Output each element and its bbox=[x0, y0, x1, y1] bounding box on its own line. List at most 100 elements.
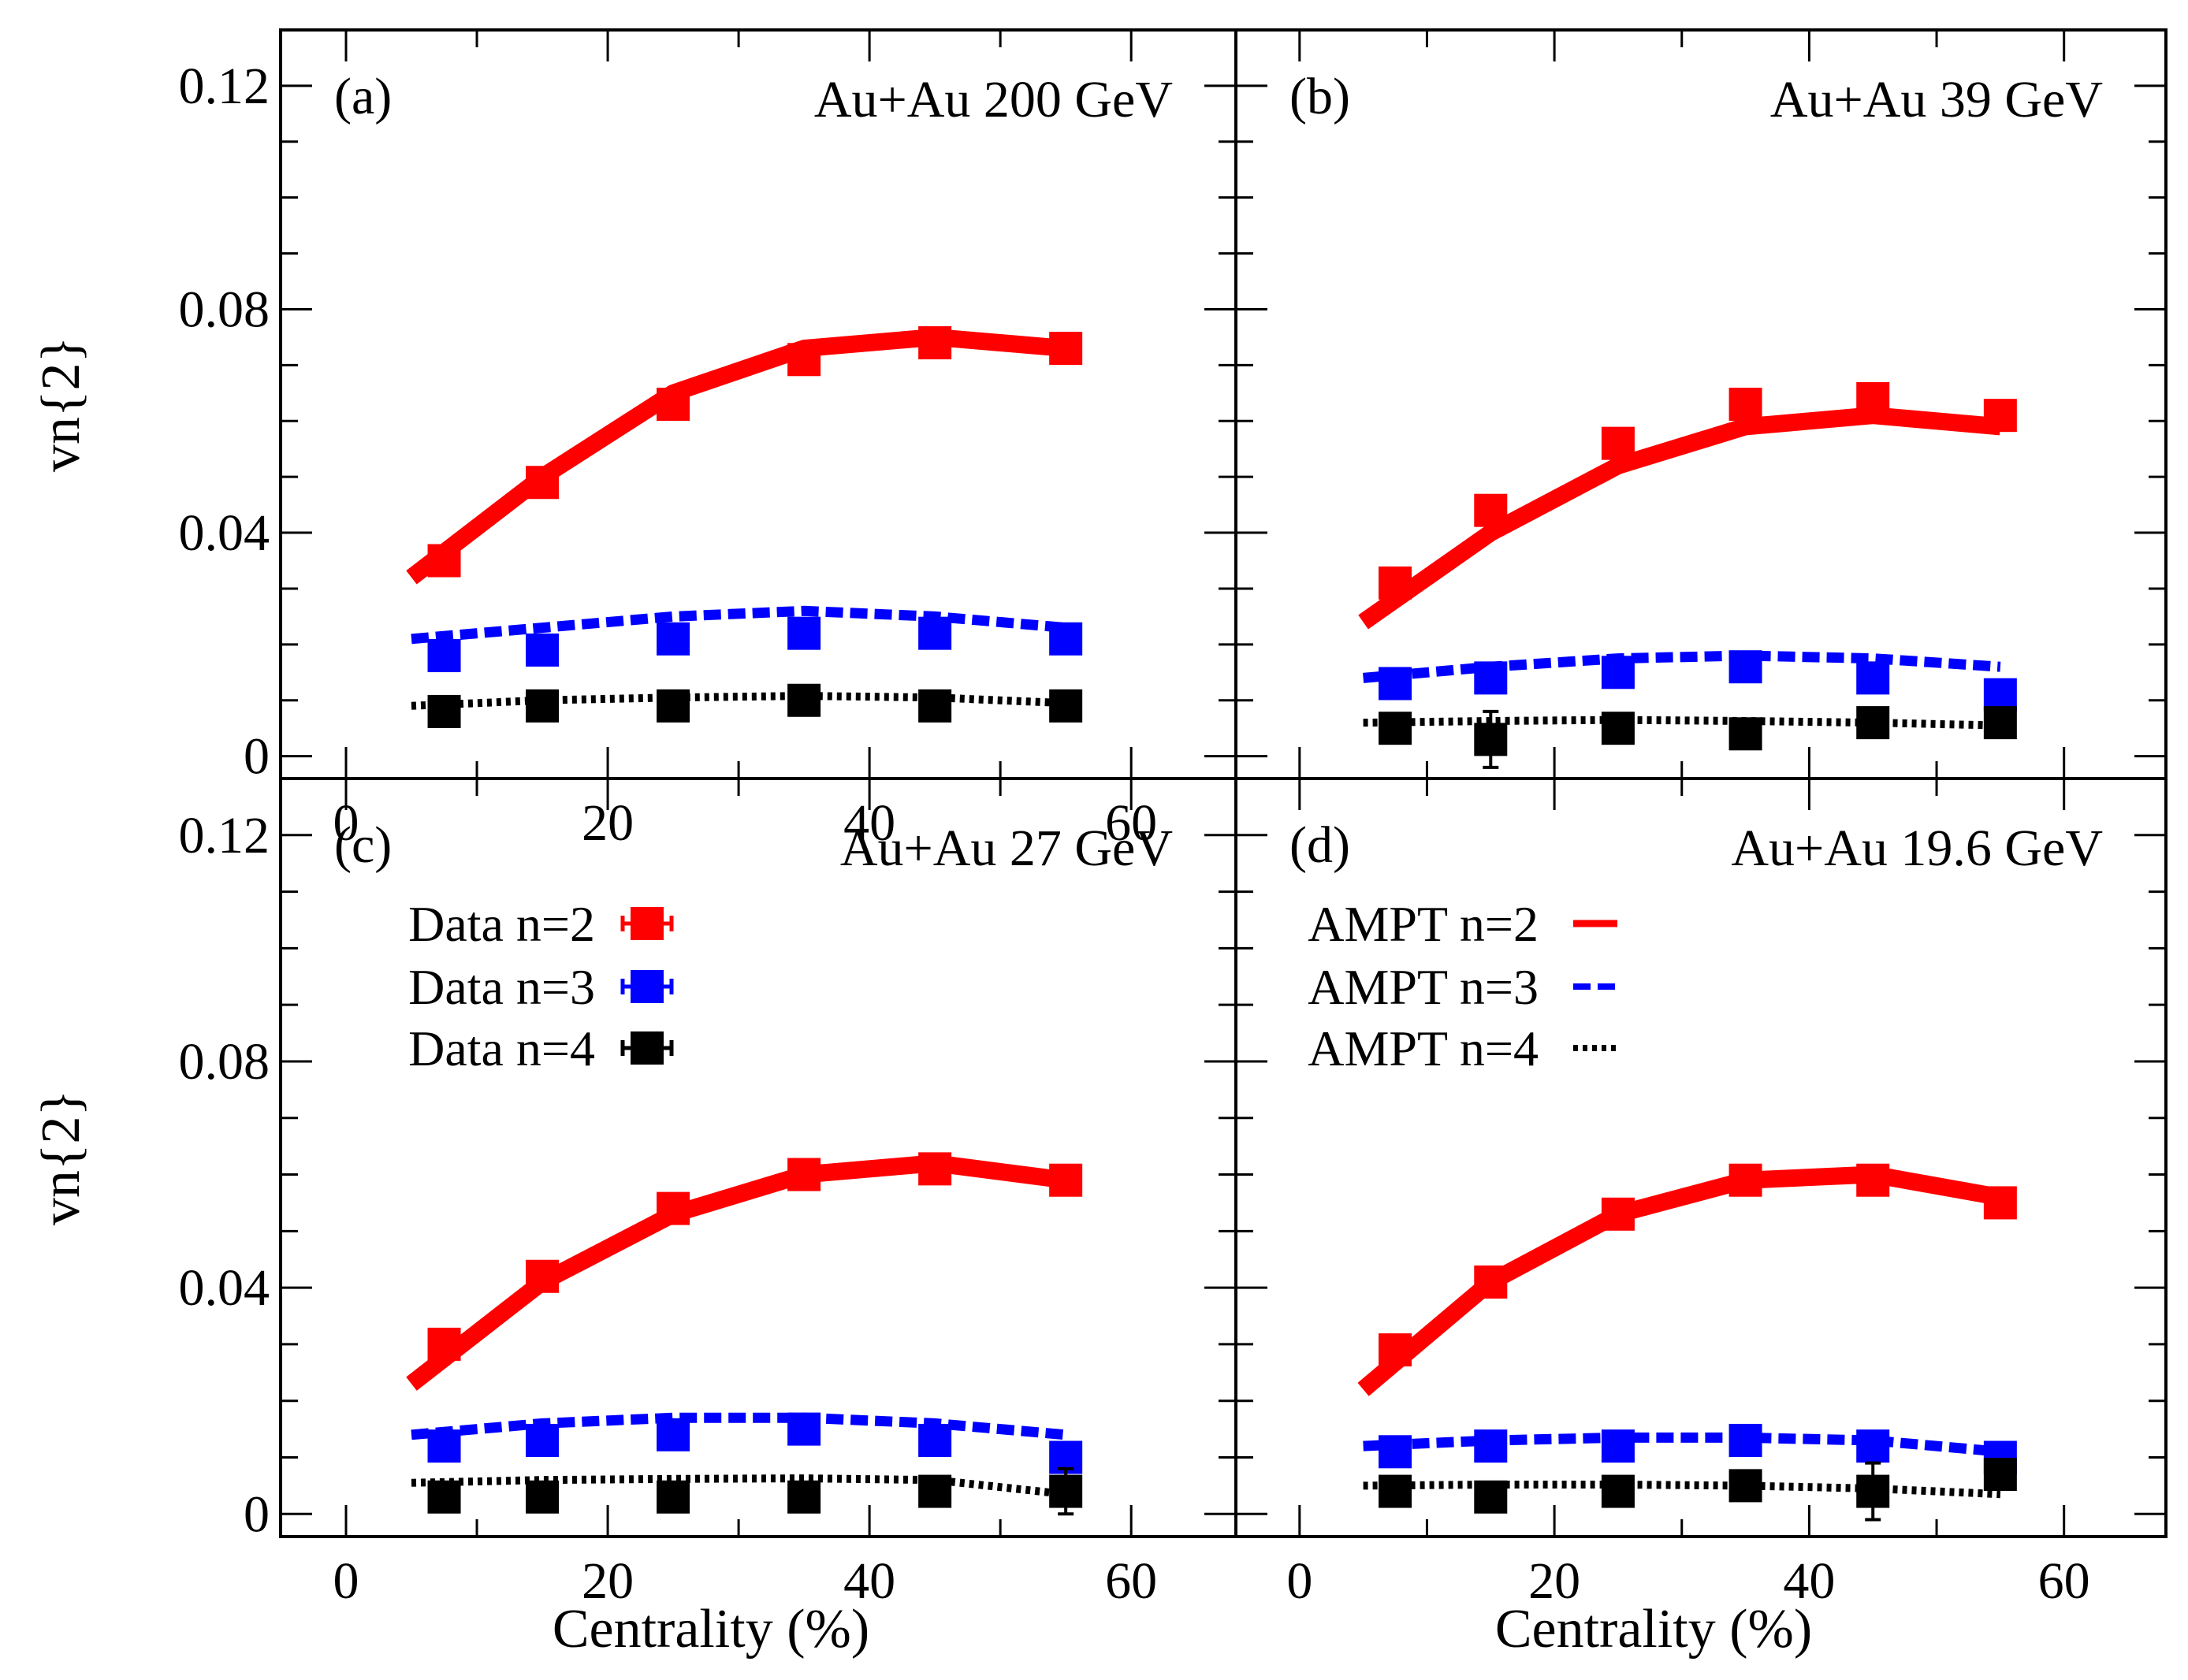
data-point-data-n-3 bbox=[1601, 656, 1635, 689]
data-point-data-n-4 bbox=[787, 683, 821, 717]
y-axis-label: vn{2} bbox=[31, 1090, 91, 1225]
data-point-data-n-3 bbox=[427, 1429, 461, 1463]
data-point-data-n-4 bbox=[1049, 689, 1083, 723]
legend-label: AMPT n=3 bbox=[1308, 959, 1539, 1015]
legend-label: AMPT n=4 bbox=[1308, 1020, 1539, 1076]
data-point-data-n-4 bbox=[1379, 1474, 1412, 1508]
legend-label: Data n=3 bbox=[408, 959, 595, 1015]
y-tick-label: 0.12 bbox=[179, 807, 270, 864]
data-point-data-n-3 bbox=[1601, 1429, 1635, 1463]
data-point-data-n-3 bbox=[918, 1423, 952, 1457]
x-tick-label: 40 bbox=[843, 1552, 895, 1610]
data-point-data-n-2 bbox=[787, 343, 821, 377]
data-point-data-n-3 bbox=[1049, 622, 1083, 656]
data-point-data-n-4 bbox=[918, 1474, 952, 1508]
panel-title: Au+Au 200 GeV bbox=[814, 71, 1173, 128]
data-point-data-n-2 bbox=[1474, 1265, 1508, 1299]
y-tick-label: 0.08 bbox=[179, 1033, 270, 1091]
y-tick-label: 0 bbox=[244, 1485, 270, 1543]
data-point-data-n-3 bbox=[657, 1418, 690, 1451]
data-point-data-n-4 bbox=[427, 1480, 461, 1514]
data-point-data-n-2 bbox=[1983, 399, 2017, 433]
y-axis-label: vn{2} bbox=[31, 336, 91, 472]
data-point-data-n-2 bbox=[427, 544, 461, 578]
panel-title: Au+Au 39 GeV bbox=[1770, 71, 2103, 128]
y-tick-label: 0.12 bbox=[179, 58, 270, 115]
data-point-data-n-3 bbox=[1728, 1423, 1762, 1457]
data-point-data-n-2 bbox=[787, 1158, 821, 1191]
data-point-data-n-4 bbox=[526, 1480, 560, 1514]
data-point-data-n-3 bbox=[1474, 661, 1508, 695]
data-point-data-n-3 bbox=[657, 622, 690, 656]
data-point-data-n-2 bbox=[918, 326, 952, 360]
data-point-data-n-2 bbox=[657, 388, 690, 421]
model-line-ampt-n-2 bbox=[1357, 1165, 2002, 1396]
panel-c: 0 0.04 0.08 0.12 0 20 40 60 Centrality (%) vn{2} (… bbox=[31, 777, 1237, 1660]
data-point-data-n-2 bbox=[1728, 1163, 1762, 1197]
x-tick-label: 20 bbox=[582, 1552, 634, 1610]
data-point-data-n-3 bbox=[1728, 650, 1762, 684]
data-point-data-n-3 bbox=[1474, 1429, 1508, 1463]
legend-label: Data n=2 bbox=[408, 896, 595, 952]
model-line-ampt-n-3 bbox=[411, 605, 1066, 645]
data-point-data-n-4 bbox=[787, 1480, 821, 1514]
model-line-ampt-n-4 bbox=[1363, 715, 2001, 730]
data-point-data-n-4 bbox=[526, 689, 560, 723]
data-point-data-n-4 bbox=[1379, 712, 1412, 745]
data-point-data-n-4 bbox=[657, 1480, 690, 1514]
data-point-data-n-4 bbox=[657, 689, 690, 723]
panel-frame bbox=[1234, 777, 2168, 1538]
x-tick-label: 40 bbox=[1783, 1552, 1835, 1610]
data-point-data-n-4 bbox=[1049, 1474, 1083, 1508]
x-axis-label: Centrality (%) bbox=[1495, 1599, 1812, 1660]
y-tick-label: 0.04 bbox=[179, 504, 270, 562]
data-point-data-n-3 bbox=[1856, 1429, 1890, 1463]
y-tick-label: 0 bbox=[244, 728, 270, 786]
model-line-ampt-n-2 bbox=[406, 328, 1067, 585]
data-point-data-n-4 bbox=[1728, 717, 1762, 751]
model-line-ampt-n-3 bbox=[1363, 1432, 2001, 1457]
panel-label: (a) bbox=[334, 68, 392, 125]
data-point-data-n-4 bbox=[918, 689, 952, 723]
data-point-data-n-2 bbox=[1601, 426, 1635, 460]
data-point-data-n-2 bbox=[1379, 1333, 1412, 1367]
y-tick-label: 0.08 bbox=[179, 281, 270, 338]
data-point-data-n-4 bbox=[1983, 1458, 2017, 1492]
y-tick-label: 0.04 bbox=[179, 1259, 270, 1317]
data-point-data-n-2 bbox=[1856, 381, 1890, 415]
data-point-data-n-2 bbox=[1474, 493, 1508, 527]
data-point-data-n-4 bbox=[1856, 706, 1890, 740]
data-point-data-n-3 bbox=[427, 639, 461, 673]
legend-label: Data n=4 bbox=[408, 1020, 595, 1076]
x-tick-label: 60 bbox=[2038, 1552, 2090, 1610]
data-point-data-n-3 bbox=[526, 633, 560, 667]
model-line-ampt-n-2 bbox=[406, 1154, 1067, 1391]
panel-label: (b) bbox=[1289, 68, 1350, 125]
legend-marker bbox=[631, 1031, 664, 1065]
panels: 0 0.04 0.08 0.12 0 20 40 60 vn{2} (a) Au+Au 200 Ge… bbox=[31, 28, 2168, 1660]
x-tick-label: 0 bbox=[333, 1552, 359, 1610]
model-line-ampt-n-4 bbox=[1363, 1481, 2001, 1499]
panel-b: (b) Au+Au 39 GeV bbox=[1234, 28, 2168, 780]
data-point-data-n-4 bbox=[1474, 1480, 1508, 1514]
data-point-data-n-3 bbox=[1983, 678, 2017, 712]
data-point-data-n-2 bbox=[1601, 1197, 1635, 1231]
data-point-data-n-3 bbox=[526, 1423, 560, 1457]
legend-label: AMPT n=2 bbox=[1308, 896, 1539, 952]
data-point-data-n-4 bbox=[1728, 1469, 1762, 1503]
data-point-data-n-2 bbox=[918, 1152, 952, 1186]
data-point-data-n-2 bbox=[1049, 332, 1083, 366]
data-point-data-n-4 bbox=[1983, 706, 2017, 740]
x-axis-label: Centrality (%) bbox=[553, 1599, 869, 1660]
model-line-ampt-n-3 bbox=[1363, 650, 2001, 683]
data-point-data-n-4 bbox=[1474, 723, 1508, 756]
data-point-data-n-3 bbox=[918, 616, 952, 650]
legend-marker bbox=[631, 907, 664, 940]
data-point-data-n-3 bbox=[787, 1412, 821, 1446]
panel-d: 0 20 40 60 Centrality (%) (d) Au+Au 19.6 GeV bbox=[1234, 777, 2168, 1660]
data-point-data-n-2 bbox=[1856, 1163, 1890, 1197]
